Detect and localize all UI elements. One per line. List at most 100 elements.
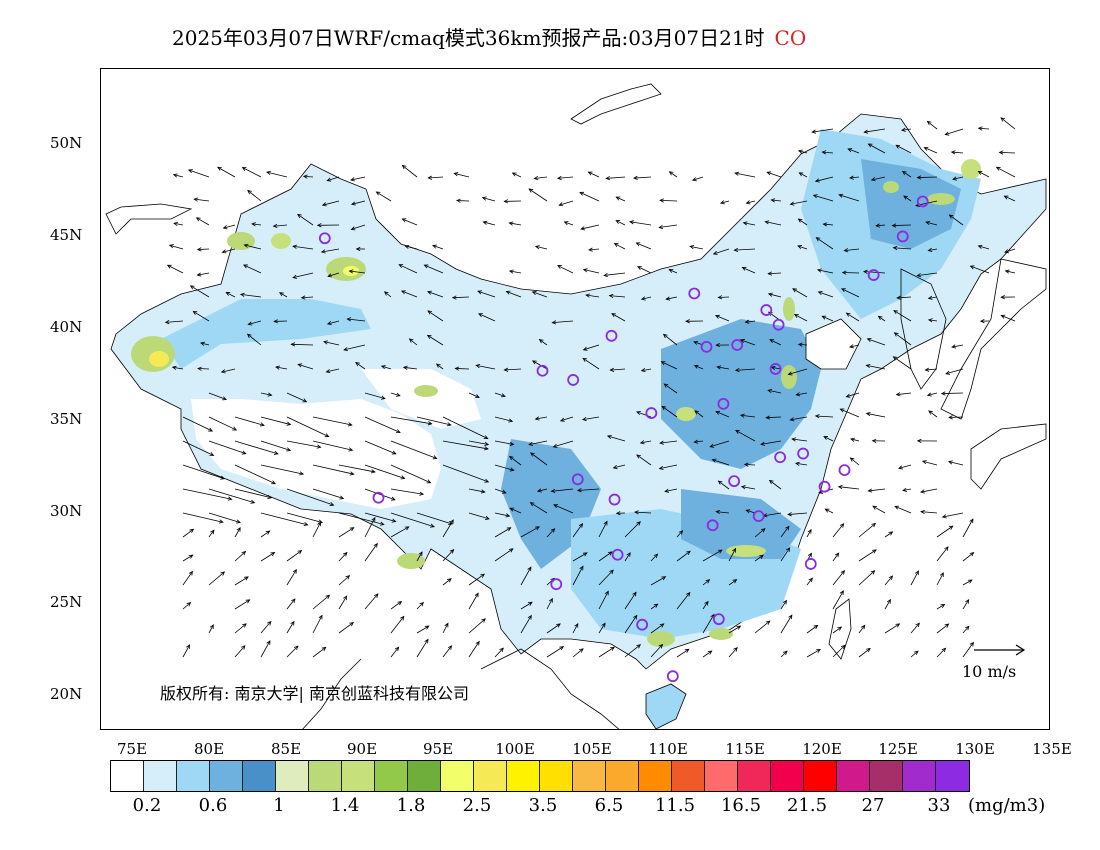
wind-arrow-head <box>220 475 226 480</box>
wind-arrow <box>208 488 255 504</box>
wind-arrow-head <box>689 244 695 250</box>
wind-arrow <box>476 364 496 370</box>
wind-arrow <box>182 464 225 480</box>
wind-arrow <box>582 357 600 370</box>
wind-arrow <box>609 295 626 298</box>
wind-arrow <box>624 615 638 634</box>
wind-arrow <box>962 518 974 538</box>
wind-arrow-head <box>745 200 751 205</box>
wind-arrow-head <box>769 339 775 344</box>
wind-arrow-head <box>608 293 614 299</box>
wind-arrow <box>234 527 241 538</box>
wind-arrow <box>293 245 314 250</box>
jilin-hotspot <box>883 181 899 193</box>
wind-arrow <box>740 339 756 346</box>
central-china-band <box>681 489 801 559</box>
wind-arrow <box>661 361 678 370</box>
wind-arrow-head <box>552 443 558 448</box>
wind-arrow <box>769 339 782 346</box>
wind-arrow-head <box>446 422 452 427</box>
wind-arrow <box>390 392 401 397</box>
wind-arrow-head <box>792 288 797 293</box>
wind-arrow-head <box>965 599 970 604</box>
wind-arrow-head <box>216 166 222 171</box>
wind-arrow-head <box>840 570 846 575</box>
wind-arrow-head <box>587 171 593 176</box>
wind-arrow <box>247 333 262 346</box>
wind-arrow <box>822 151 834 154</box>
colorbar-cell <box>375 761 408 791</box>
lon-label-110e: 110E <box>648 740 688 758</box>
wind-arrow <box>504 368 522 371</box>
wind-arrow <box>535 416 548 420</box>
wind-arrow <box>996 166 1016 178</box>
wind-arrow-head <box>188 570 193 576</box>
colorbar-label: 1 <box>273 795 285 816</box>
wind-arrow <box>798 218 808 226</box>
wind-arrow <box>858 625 866 634</box>
wind-arrow-head <box>329 502 335 507</box>
wind-arrow-head <box>691 177 697 182</box>
wind-arrow <box>293 272 314 279</box>
wind-arrow-head <box>196 247 202 252</box>
wind-arrow <box>910 622 920 634</box>
wind-arrow-head <box>891 223 897 228</box>
wind-arrow <box>350 176 366 181</box>
wind-arrow-head <box>782 599 787 605</box>
wind-arrow <box>825 508 834 514</box>
city-marker <box>760 304 773 316</box>
wind-arrow <box>468 573 485 586</box>
wind-arrow-head <box>626 552 631 557</box>
wind-arrow-head <box>658 465 664 470</box>
wind-arrow <box>838 486 860 490</box>
wind-arrow <box>528 440 548 445</box>
wind-arrow-head <box>870 570 876 575</box>
wind-arrow-head <box>821 150 827 155</box>
wind-arrow-head <box>740 485 746 490</box>
wind-arrow-head <box>503 199 509 204</box>
wind-arrow-head <box>732 547 737 553</box>
wind-arrow <box>442 519 454 538</box>
wind-arrow-head <box>739 339 745 344</box>
colorbar-cell <box>540 761 573 791</box>
wind-arrow-head <box>863 129 869 134</box>
city-marker <box>896 230 909 243</box>
wind-arrow-head <box>189 285 195 290</box>
wind-arrow-head <box>888 531 894 536</box>
wind-arrow-head <box>1004 249 1009 254</box>
wind-arrow-head <box>717 549 723 554</box>
wind-arrow-head <box>1004 269 1010 274</box>
wind-arrow <box>266 171 288 178</box>
wind-arrow <box>1004 248 1016 253</box>
wind-arrow-head <box>902 487 907 492</box>
wind-arrow-head <box>348 447 354 452</box>
wind-arrow-head <box>928 410 933 415</box>
city-marker <box>706 519 719 532</box>
wind-arrow <box>468 440 489 445</box>
wind-arrow-head <box>705 579 711 584</box>
wind-arrow-head <box>894 505 900 510</box>
wind-arrow-head <box>582 552 588 557</box>
wind-arrow <box>823 223 834 226</box>
wind-arrow <box>832 645 846 658</box>
wind-arrow <box>208 512 241 523</box>
wind-arrow-head <box>527 566 532 572</box>
wind-arrow-head <box>346 317 352 322</box>
wind-arrow <box>893 247 912 250</box>
wind-arrow <box>598 551 613 562</box>
wind-arrow-head <box>395 429 401 434</box>
wind-arrow-head <box>896 295 901 300</box>
wind-arrow <box>427 310 444 322</box>
wind-arrow <box>364 488 396 501</box>
wind-arrow-head <box>947 460 953 465</box>
wind-arrow <box>398 264 418 274</box>
map-frame[interactable] <box>100 68 1050 730</box>
wind-arrow <box>208 571 225 586</box>
wind-arrow <box>351 224 366 230</box>
wind-arrow-head <box>898 465 903 470</box>
wind-arrow-head <box>768 479 774 485</box>
wind-arrow-head <box>316 223 322 228</box>
wind-arrow-head <box>845 312 851 317</box>
wind-arrow-head <box>503 367 509 372</box>
wind-arrow-head <box>528 441 534 446</box>
